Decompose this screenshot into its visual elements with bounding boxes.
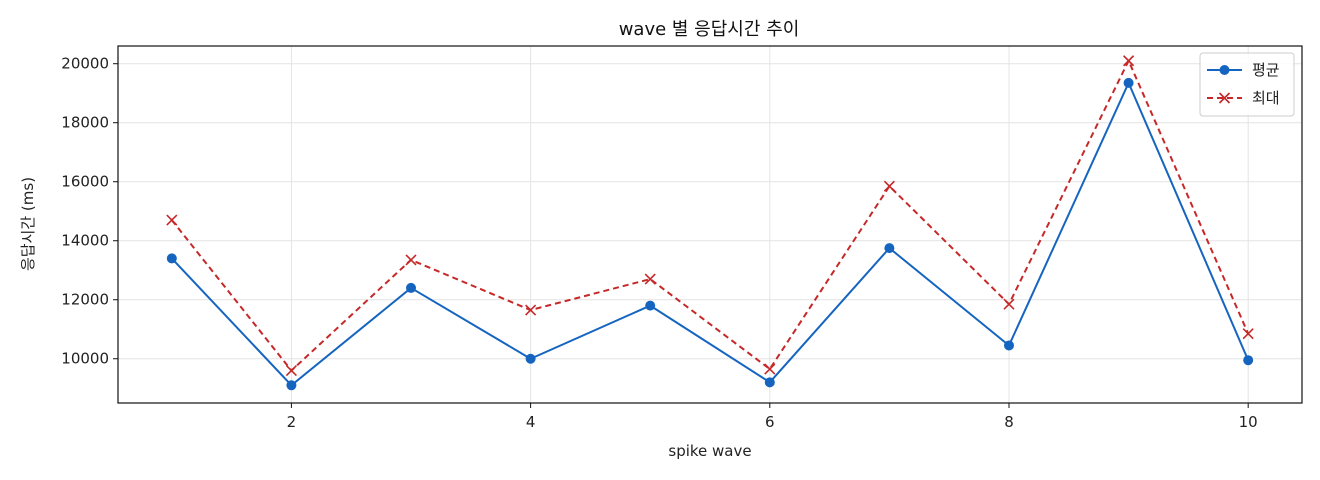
legend-label-avg: 평균 — [1252, 61, 1280, 79]
series-avg — [166, 77, 1254, 391]
data-point — [1242, 328, 1254, 340]
x-tick-label: 6 — [765, 413, 775, 431]
series-line — [171, 59, 1250, 372]
data-point — [166, 253, 177, 264]
y-tick-label: 18000 — [61, 114, 109, 132]
x-tick-label: 4 — [526, 413, 536, 431]
y-axis: 10000 12000 14000 16000 18000 20000 — [61, 55, 118, 368]
x-tick-label: 2 — [287, 413, 297, 431]
x-axis: 2 4 6 8 10 — [287, 403, 1258, 431]
data-point — [644, 273, 656, 285]
y-tick-label: 14000 — [61, 232, 109, 250]
legend-marker-max — [1218, 92, 1231, 104]
data-point — [1003, 298, 1015, 310]
data-point — [286, 380, 297, 391]
data-point — [285, 364, 297, 377]
data-point — [1123, 55, 1135, 67]
data-point — [1123, 77, 1134, 88]
legend: 평균 최대 — [1199, 52, 1295, 117]
y-axis-label: 응답시간 (ms) — [19, 177, 37, 271]
x-axis-label: spike wave — [668, 442, 751, 460]
x-tick-label: 10 — [1239, 413, 1258, 431]
series-line — [171, 81, 1250, 387]
data-point — [645, 300, 656, 311]
y-tick-label: 16000 — [61, 173, 109, 191]
grid — [118, 46, 1302, 403]
data-point — [1003, 340, 1014, 351]
legend-label-max: 최대 — [1252, 89, 1280, 107]
chart-title: wave 별 응답시간 추이 — [619, 19, 800, 40]
data-point — [525, 304, 537, 316]
data-point — [764, 363, 776, 375]
data-point — [764, 377, 775, 388]
series-max — [166, 55, 1254, 377]
data-point — [884, 243, 895, 254]
legend-box — [1199, 52, 1295, 117]
data-point — [1243, 355, 1254, 366]
data-point — [883, 180, 895, 192]
data-point — [405, 254, 417, 266]
x-tick-label: 8 — [1004, 413, 1014, 431]
series-layer — [166, 55, 1254, 391]
y-tick-label: 20000 — [61, 55, 109, 73]
data-point — [406, 282, 417, 293]
data-point — [525, 353, 536, 364]
y-tick-label: 12000 — [61, 291, 109, 309]
data-point — [166, 214, 178, 226]
legend-marker-avg — [1219, 65, 1230, 75]
y-tick-label: 10000 — [61, 350, 109, 368]
plot-frame — [117, 45, 1303, 404]
